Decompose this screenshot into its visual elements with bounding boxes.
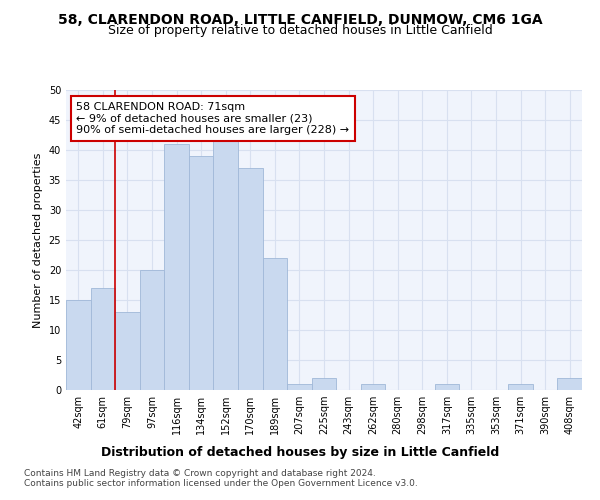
- Bar: [140, 270, 164, 390]
- Bar: [66, 300, 91, 390]
- Bar: [263, 258, 287, 390]
- Text: Size of property relative to detached houses in Little Canfield: Size of property relative to detached ho…: [107, 24, 493, 37]
- Bar: [164, 144, 189, 390]
- Bar: [189, 156, 214, 390]
- Bar: [557, 378, 582, 390]
- Bar: [361, 384, 385, 390]
- Bar: [115, 312, 140, 390]
- Bar: [91, 288, 115, 390]
- Bar: [508, 384, 533, 390]
- Bar: [214, 138, 238, 390]
- Bar: [434, 384, 459, 390]
- Text: Contains public sector information licensed under the Open Government Licence v3: Contains public sector information licen…: [24, 478, 418, 488]
- Text: 58 CLARENDON ROAD: 71sqm
← 9% of detached houses are smaller (23)
90% of semi-de: 58 CLARENDON ROAD: 71sqm ← 9% of detache…: [76, 102, 349, 135]
- Bar: [287, 384, 312, 390]
- Bar: [238, 168, 263, 390]
- Text: Distribution of detached houses by size in Little Canfield: Distribution of detached houses by size …: [101, 446, 499, 459]
- Y-axis label: Number of detached properties: Number of detached properties: [33, 152, 43, 328]
- Text: 58, CLARENDON ROAD, LITTLE CANFIELD, DUNMOW, CM6 1GA: 58, CLARENDON ROAD, LITTLE CANFIELD, DUN…: [58, 12, 542, 26]
- Bar: [312, 378, 336, 390]
- Text: Contains HM Land Registry data © Crown copyright and database right 2024.: Contains HM Land Registry data © Crown c…: [24, 468, 376, 477]
